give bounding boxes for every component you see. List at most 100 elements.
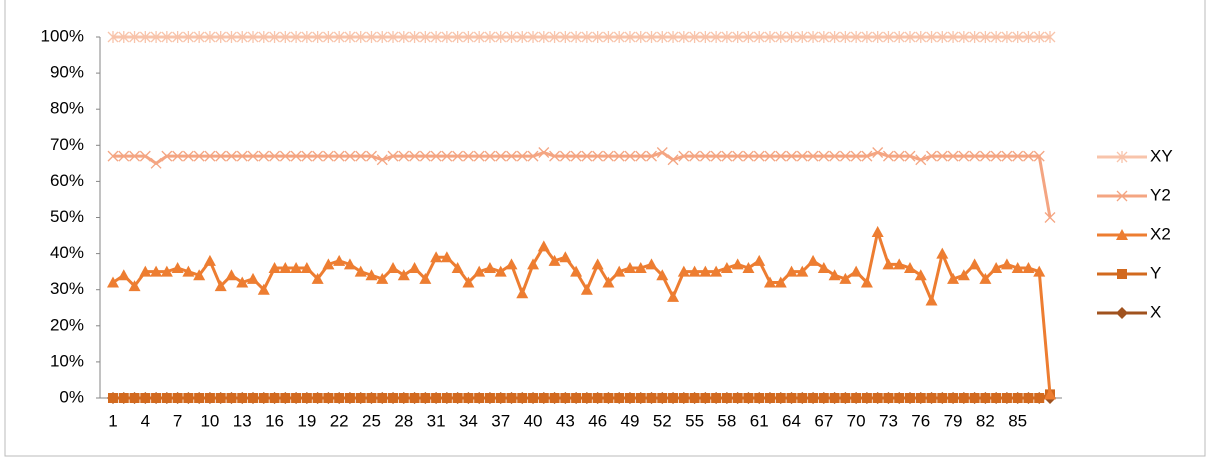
data-point xyxy=(506,150,517,162)
data-point xyxy=(689,31,701,43)
data-point xyxy=(646,150,657,162)
x-tick-label: 31 xyxy=(427,411,446,430)
data-point xyxy=(182,31,194,43)
data-point xyxy=(118,393,129,403)
data-point xyxy=(990,262,1003,274)
data-point xyxy=(710,31,722,43)
data-point xyxy=(1044,31,1056,43)
data-point xyxy=(495,393,506,403)
data-point xyxy=(279,31,291,43)
data-point xyxy=(311,272,324,284)
data-point xyxy=(926,31,937,43)
data-point xyxy=(506,31,517,43)
data-point xyxy=(290,262,303,274)
data-point xyxy=(861,31,873,43)
data-point xyxy=(527,258,540,270)
data-point xyxy=(840,393,851,403)
y-tick-label: 90% xyxy=(50,63,84,82)
data-point xyxy=(861,393,872,403)
data-point xyxy=(483,262,496,274)
data-point xyxy=(258,150,270,162)
data-point xyxy=(732,393,743,403)
data-point xyxy=(312,150,324,162)
x-tick-label: 1 xyxy=(108,411,117,430)
data-point xyxy=(430,31,442,43)
data-point xyxy=(204,31,216,43)
data-point xyxy=(366,393,377,403)
data-point xyxy=(753,254,766,266)
data-point xyxy=(409,31,421,43)
data-point xyxy=(731,258,744,270)
data-point xyxy=(279,150,291,162)
data-point xyxy=(689,150,701,162)
x-tick-label: 73 xyxy=(879,411,898,430)
data-point xyxy=(699,150,711,162)
x-tick-label: 16 xyxy=(265,411,284,430)
data-point xyxy=(322,150,334,162)
data-point xyxy=(203,254,216,266)
data-point xyxy=(958,31,970,43)
data-point xyxy=(700,393,711,403)
data-point xyxy=(528,393,539,403)
data-point xyxy=(979,272,992,284)
data-point xyxy=(742,262,755,274)
data-point xyxy=(129,31,140,43)
data-point xyxy=(592,393,603,403)
data-point xyxy=(258,393,269,403)
data-point xyxy=(376,31,388,43)
data-point xyxy=(796,31,808,43)
data-point xyxy=(645,258,658,270)
legend-marker xyxy=(1116,190,1128,202)
data-point xyxy=(430,150,442,162)
data-point xyxy=(667,31,679,43)
data-point xyxy=(775,393,786,403)
y-tick-label: 100% xyxy=(41,26,84,45)
data-point xyxy=(322,258,335,270)
series-line xyxy=(112,226,1052,395)
data-point xyxy=(451,262,464,274)
data-point xyxy=(915,393,926,403)
data-point xyxy=(753,31,765,43)
data-point xyxy=(344,393,355,403)
data-point xyxy=(527,150,539,162)
data-point xyxy=(495,31,507,43)
data-point xyxy=(903,262,916,274)
data-point xyxy=(570,31,582,43)
data-point xyxy=(968,258,981,270)
data-point xyxy=(893,31,905,43)
data-point xyxy=(161,31,173,43)
data-point xyxy=(1044,212,1056,223)
data-point xyxy=(494,265,507,277)
data-point xyxy=(1022,262,1035,274)
data-point xyxy=(817,262,830,274)
data-point xyxy=(387,31,399,43)
data-point xyxy=(107,31,119,43)
data-point xyxy=(441,31,453,43)
data-point xyxy=(215,393,226,403)
data-point xyxy=(462,276,475,288)
data-point xyxy=(839,272,852,284)
data-point xyxy=(850,265,863,277)
data-point xyxy=(969,393,980,403)
data-point xyxy=(291,393,302,403)
x-tick-label: 7 xyxy=(173,411,182,430)
data-point xyxy=(807,31,819,43)
x-tick-label: 70 xyxy=(847,411,866,430)
data-point xyxy=(1012,150,1024,162)
data-point xyxy=(603,393,614,403)
data-point xyxy=(1033,31,1045,43)
x-tick-label: 52 xyxy=(653,411,672,430)
data-point xyxy=(1001,150,1013,162)
data-point xyxy=(635,393,646,403)
data-point xyxy=(914,269,927,281)
data-point xyxy=(150,157,162,169)
data-point xyxy=(258,31,270,43)
data-point xyxy=(711,393,722,403)
data-point xyxy=(634,262,647,274)
data-point xyxy=(301,150,313,162)
data-point xyxy=(301,31,313,43)
data-point xyxy=(398,31,410,43)
data-point xyxy=(764,31,776,43)
y-tick-label: 40% xyxy=(50,243,84,262)
